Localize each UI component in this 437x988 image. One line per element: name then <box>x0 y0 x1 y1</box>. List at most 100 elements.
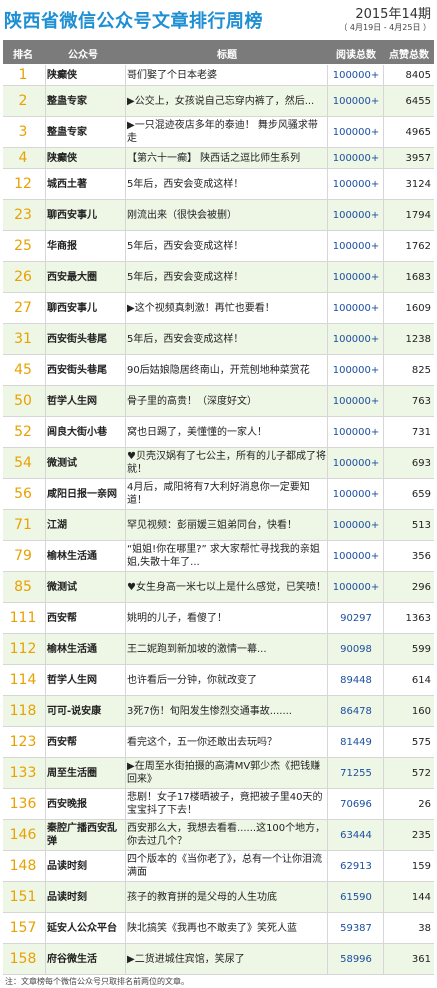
title-cell[interactable]: 5年后，西安会变成这样！ <box>127 324 327 354</box>
title-cell[interactable]: 王二妮跑到新加坡的激情一幕... <box>127 634 327 664</box>
title-cell[interactable]: 西安那么大，我想去看看......这100个地方，你去过几个？ <box>127 820 327 850</box>
title-cell[interactable]: 看完这个，五一你还敢出去玩吗？ <box>127 727 327 757</box>
account-cell: 延安人公众平台 <box>47 913 119 943</box>
title-cell[interactable]: ▶二货进城住宾馆，笑尿了 <box>127 944 327 974</box>
column-divider <box>45 355 46 385</box>
likes-cell-text: 763 <box>411 395 431 407</box>
title-cell[interactable]: ♥贝壳汉娲有了七公主，所有的儿子都成了将就！ <box>127 448 327 478</box>
rank-cell: 56 <box>3 479 43 509</box>
account-cell: 哲学人生网 <box>47 386 119 416</box>
title-cell[interactable]: 罕见视频：彭丽媛三姐弟同台，快看！ <box>127 510 327 540</box>
rank-cell: 123 <box>3 727 43 757</box>
title-cell[interactable]: ▶一只混迹夜店多年的泰迪！ 舞步风骚求带走 <box>127 117 327 147</box>
rank-cell-text: 157 <box>9 920 37 936</box>
account-cell-text: 聊西安事儿 <box>47 302 97 314</box>
title-cell[interactable]: ♥女生身高一米七以上是什么感觉，已笑喷！ <box>127 572 327 602</box>
table-row: 27 聊西安事儿 ▶这个视频真刺激！再忙也要看！ 100000+ 1609 <box>3 293 434 324</box>
column-divider <box>125 117 126 147</box>
title-cell[interactable]: 四个版本的《当你老了》，总有一个让你泪流满面 <box>127 851 327 881</box>
reads-cell: 61590 <box>329 882 383 912</box>
account-cell: 西安帮 <box>47 603 119 633</box>
column-divider <box>125 262 126 292</box>
title-cell[interactable]: ▶公交上，女孩说自己忘穿内裤了，然后... <box>127 86 327 116</box>
title-cell[interactable]: 【第六十一癫】 陕西话之逗比师生系列 <box>127 148 327 168</box>
reads-cell: 81449 <box>329 727 383 757</box>
likes-cell: 26 <box>385 789 431 819</box>
likes-cell-text: 4965 <box>405 126 431 138</box>
column-divider <box>125 355 126 385</box>
rank-cell-text: 158 <box>9 951 37 967</box>
likes-cell: 4965 <box>385 117 431 147</box>
table-row: 4 陕癫侠 【第六十一癫】 陕西话之逗比师生系列 100000+ 3957 <box>3 148 434 169</box>
column-divider <box>383 913 384 943</box>
title-cell[interactable]: ▶这个视频真刺激！再忙也要看！ <box>127 293 327 323</box>
table-row: 1 陕癫侠 哥们娶了个日本老婆 100000+ 8405 <box>3 65 434 86</box>
account-cell-text: 榆林生活通 <box>47 550 97 562</box>
title-cell[interactable]: 姚明的儿子，看傻了！ <box>127 603 327 633</box>
column-divider <box>383 86 384 116</box>
title-cell[interactable]: 也许看后一分钟，你就改变了 <box>127 665 327 695</box>
title-cell[interactable]: 刚流出来（很快会被删） <box>127 200 327 230</box>
column-divider <box>327 169 328 199</box>
likes-cell-text: 159 <box>411 860 431 872</box>
likes-cell-text: 1762 <box>405 240 431 252</box>
reads-cell-text: 58996 <box>340 953 372 965</box>
account-cell: 聊西安事儿 <box>47 293 119 323</box>
likes-cell-text: 1794 <box>405 209 431 221</box>
column-divider <box>327 231 328 261</box>
title-cell[interactable]: 骨子里的高贵！（深度好文） <box>127 386 327 416</box>
account-cell-text: 江湖 <box>47 519 67 531</box>
title-cell-text: 【第六十一癫】 陕西话之逗比师生系列 <box>127 152 301 164</box>
reads-cell-text: 100000+ <box>332 395 380 407</box>
column-divider <box>383 324 384 354</box>
title-cell[interactable]: 哥们娶了个日本老婆 <box>127 65 327 85</box>
reads-cell-text: 100000+ <box>332 152 380 164</box>
likes-cell: 1609 <box>385 293 431 323</box>
title-cell[interactable]: 孩子的教育拼的是父母的人生功底 <box>127 882 327 912</box>
title-cell[interactable]: 陕北搞笑《我再也不敢卖了》笑死人蓝 <box>127 913 327 943</box>
reads-cell: 100000+ <box>329 479 383 509</box>
reads-cell-text: 100000+ <box>332 209 380 221</box>
reads-cell-text: 100000+ <box>332 69 380 81</box>
table-row: 112 榆林生活通 王二妮跑到新加坡的激情一幕... 90098 599 <box>3 634 434 665</box>
rank-cell: 85 <box>3 572 43 602</box>
likes-cell: 659 <box>385 479 431 509</box>
reads-cell: 100000+ <box>329 386 383 416</box>
title-cell[interactable]: 5年后，西安会变成这样！ <box>127 169 327 199</box>
account-cell-text: 西安帮 <box>47 736 77 748</box>
title-cell[interactable]: 3死7伤！旬阳发生惨烈交通事故....... <box>127 696 327 726</box>
rank-cell-text: 123 <box>9 734 37 750</box>
account-cell: 华商报 <box>47 231 119 261</box>
column-divider <box>383 355 384 385</box>
account-cell: 西安街头巷尾 <box>47 355 119 385</box>
table-row: 146 秦腔广播西安乱弹 西安那么大，我想去看看......这100个地方，你去过几… <box>3 820 434 851</box>
title-cell[interactable]: 悲剧！女子17楼晒被子，竟把被子里40天的宝宝抖了下去！ <box>127 789 327 819</box>
column-divider <box>45 820 46 850</box>
rank-cell: 118 <box>3 696 43 726</box>
account-cell-text: 西安帮 <box>47 612 77 624</box>
title-cell[interactable]: 90后姑娘隐居终南山，开荒刨地种菜赏花 <box>127 355 327 385</box>
likes-cell-text: 693 <box>411 457 431 469</box>
table-row: 54 微测试 ♥贝壳汉娲有了七公主，所有的儿子都成了将就！ 100000+ 693 <box>3 448 434 479</box>
account-cell-text: 周至生活圈 <box>47 767 97 779</box>
column-divider <box>383 727 384 757</box>
title-cell-text: 窝也日踢了，美懂懂的一家人！ <box>127 426 267 438</box>
title-cell[interactable]: 4月后，咸阳将有7大利好消息你一定要知道！ <box>127 479 327 509</box>
title-cell[interactable]: 5年后，西安会变成这样！ <box>127 262 327 292</box>
column-divider <box>45 117 46 147</box>
table-row: 26 西安最大圈 5年后，西安会变成这样！ 100000+ 1683 <box>3 262 434 293</box>
title-cell[interactable]: “姐姐!你在哪里?” 求大家帮忙寻找我的亲姐姐,失散十年了... <box>127 541 327 571</box>
column-divider <box>45 758 46 788</box>
column-divider <box>45 603 46 633</box>
column-divider <box>125 448 126 478</box>
account-cell-text: 西安街头巷尾 <box>47 364 107 376</box>
likes-cell: 1683 <box>385 262 431 292</box>
rank-cell-text: 56 <box>14 486 32 502</box>
title-cell[interactable]: 窝也日踢了，美懂懂的一家人！ <box>127 417 327 447</box>
title-cell[interactable]: 5年后，西安会变成这样！ <box>127 231 327 261</box>
reads-cell-text: 100000+ <box>332 178 380 190</box>
column-divider <box>383 944 384 974</box>
account-cell-text: 华商报 <box>47 240 77 252</box>
table-row: 148 品读时刻 四个版本的《当你老了》，总有一个让你泪流满面 62913 159 <box>3 851 434 882</box>
title-cell[interactable]: ▶在周至水街拍摄的高清MV郭少杰《把钱赚回来》 <box>127 758 327 788</box>
